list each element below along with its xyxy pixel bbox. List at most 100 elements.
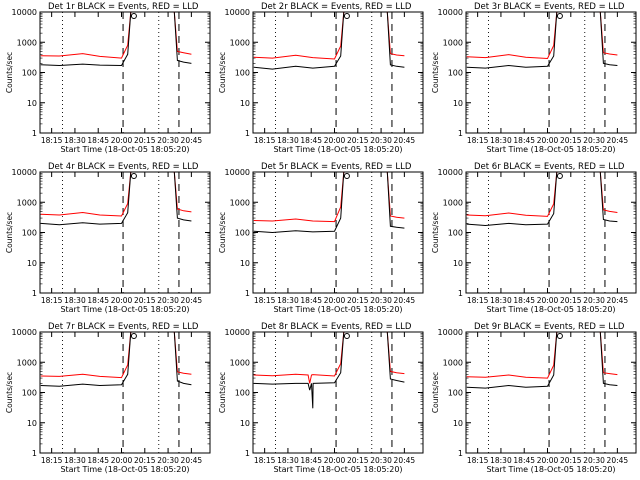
- series-events-line: [40, 11, 192, 67]
- x-tick-label: 18:45: [300, 296, 322, 305]
- x-tick-label: 20:30: [157, 456, 179, 465]
- x-tick-label: 18:45: [513, 136, 535, 145]
- y-tick-label: 10000: [12, 8, 37, 17]
- y-tick-label: 100: [235, 229, 250, 238]
- x-tick-label: 20:15: [347, 296, 369, 305]
- x-tick-label: 18:15: [41, 456, 63, 465]
- x-tick-label: 18:15: [41, 296, 63, 305]
- x-tick-label: 18:45: [87, 456, 109, 465]
- series-lld-line: [466, 171, 618, 217]
- y-tick-label: 10000: [438, 8, 463, 17]
- x-tick-label: 20:00: [537, 296, 559, 305]
- x-axis-label: Start Time (18-Oct-05 18:05:20): [486, 145, 615, 154]
- x-tick-label: 20:15: [560, 456, 582, 465]
- panel-title: Det 9r BLACK = Events, RED = LLD: [474, 322, 625, 332]
- x-tick-label: 20:30: [583, 296, 605, 305]
- saturation-marker: [343, 173, 350, 179]
- y-tick-label: 100: [22, 229, 37, 238]
- x-tick-label: 18:30: [64, 296, 86, 305]
- x-tick-label: 20:45: [394, 456, 416, 465]
- detector-panel-3: Det 3r BLACK = Events, RED = LLD 1 10 100 10…: [431, 2, 637, 154]
- x-tick-label: 20:00: [537, 136, 559, 145]
- y-tick-label: 10: [453, 419, 463, 428]
- x-tick-label: 20:45: [181, 456, 203, 465]
- series-events-line: [466, 171, 618, 227]
- x-tick-label: 20:45: [394, 136, 416, 145]
- x-tick-label: 18:45: [87, 296, 109, 305]
- y-tick-label: 1000: [17, 358, 37, 367]
- y-tick-label: 100: [235, 389, 250, 398]
- y-axis-label: Counts/sec: [218, 52, 227, 93]
- x-axis-label: Start Time (18-Oct-05 18:05:20): [486, 465, 615, 474]
- y-tick-label: 1: [458, 129, 463, 138]
- plot-frame: [39, 171, 211, 294]
- x-tick-label: 20:30: [370, 136, 392, 145]
- y-tick-label: 10000: [438, 168, 463, 177]
- series-lld-line: [466, 11, 618, 60]
- series-lld-line: [40, 331, 192, 379]
- x-tick-label: 18:45: [513, 456, 535, 465]
- x-tick-label: 20:00: [111, 136, 133, 145]
- y-tick-label: 10: [453, 259, 463, 268]
- x-axis-label: Start Time (18-Oct-05 18:05:20): [273, 305, 402, 314]
- saturation-marker: [556, 13, 563, 19]
- saturation-marker: [343, 333, 350, 339]
- x-tick-label: 18:45: [513, 296, 535, 305]
- y-tick-label: 1000: [443, 198, 463, 207]
- x-axis-label: Start Time (18-Oct-05 18:05:20): [60, 305, 189, 314]
- x-tick-label: 18:30: [64, 136, 86, 145]
- y-axis-label: Counts/sec: [5, 52, 14, 93]
- x-axis-label: Start Time (18-Oct-05 18:05:20): [486, 305, 615, 314]
- y-tick-label: 10: [27, 99, 37, 108]
- y-tick-label: 100: [448, 229, 463, 238]
- detector-panel-8: Det 8r BLACK = Events, RED = LLD 1 10 100 10…: [218, 322, 424, 474]
- plot-frame: [465, 11, 637, 134]
- saturation-marker: [556, 173, 563, 179]
- y-tick-label: 1: [32, 129, 37, 138]
- x-tick-label: 18:30: [277, 296, 299, 305]
- x-tick-label: 18:45: [300, 456, 322, 465]
- series-events-line: [466, 11, 618, 69]
- series-events-line: [40, 331, 192, 387]
- y-axis-label: Counts/sec: [5, 372, 14, 413]
- y-axis-label: Counts/sec: [5, 212, 14, 253]
- panel-title: Det 7r BLACK = Events, RED = LLD: [48, 322, 199, 332]
- panel-title: Det 5r BLACK = Events, RED = LLD: [261, 162, 412, 172]
- x-axis-label: Start Time (18-Oct-05 18:05:20): [273, 465, 402, 474]
- y-tick-label: 10000: [12, 328, 37, 337]
- x-tick-label: 20:15: [347, 136, 369, 145]
- plot-frame: [252, 11, 424, 134]
- x-tick-label: 20:00: [324, 136, 346, 145]
- x-tick-label: 20:30: [157, 136, 179, 145]
- detector-panel-2: Det 2r BLACK = Events, RED = LLD 1 10 100 10…: [218, 2, 424, 154]
- detector-panel-1: Det 1r BLACK = Events, RED = LLD 1 10 100 10…: [5, 2, 211, 154]
- y-tick-label: 10000: [12, 168, 37, 177]
- x-tick-label: 20:30: [370, 296, 392, 305]
- series-events-line: [253, 11, 405, 70]
- plot-frame: [465, 331, 637, 454]
- x-tick-label: 20:15: [347, 456, 369, 465]
- x-tick-label: 20:00: [537, 456, 559, 465]
- x-tick-label: 18:30: [277, 456, 299, 465]
- x-axis-label: Start Time (18-Oct-05 18:05:20): [60, 145, 189, 154]
- x-tick-label: 18:45: [87, 136, 109, 145]
- series-lld-line: [40, 11, 192, 59]
- x-tick-label: 18:30: [277, 136, 299, 145]
- x-tick-label: 18:15: [467, 296, 489, 305]
- series-lld-line: [253, 11, 405, 60]
- plot-frame: [465, 171, 637, 294]
- x-tick-label: 20:00: [111, 456, 133, 465]
- plot-frame: [252, 331, 424, 454]
- panel-title: Det 3r BLACK = Events, RED = LLD: [474, 2, 625, 12]
- x-tick-label: 20:45: [607, 456, 629, 465]
- y-tick-label: 1: [245, 129, 250, 138]
- saturation-marker: [343, 13, 350, 19]
- y-tick-label: 1: [32, 289, 37, 298]
- x-tick-label: 20:30: [583, 456, 605, 465]
- x-tick-label: 18:15: [41, 136, 63, 145]
- panel-title: Det 8r BLACK = Events, RED = LLD: [261, 322, 412, 332]
- series-lld-line: [40, 171, 192, 217]
- x-tick-label: 18:45: [300, 136, 322, 145]
- y-tick-label: 1: [458, 289, 463, 298]
- series-lld-line: [253, 171, 405, 223]
